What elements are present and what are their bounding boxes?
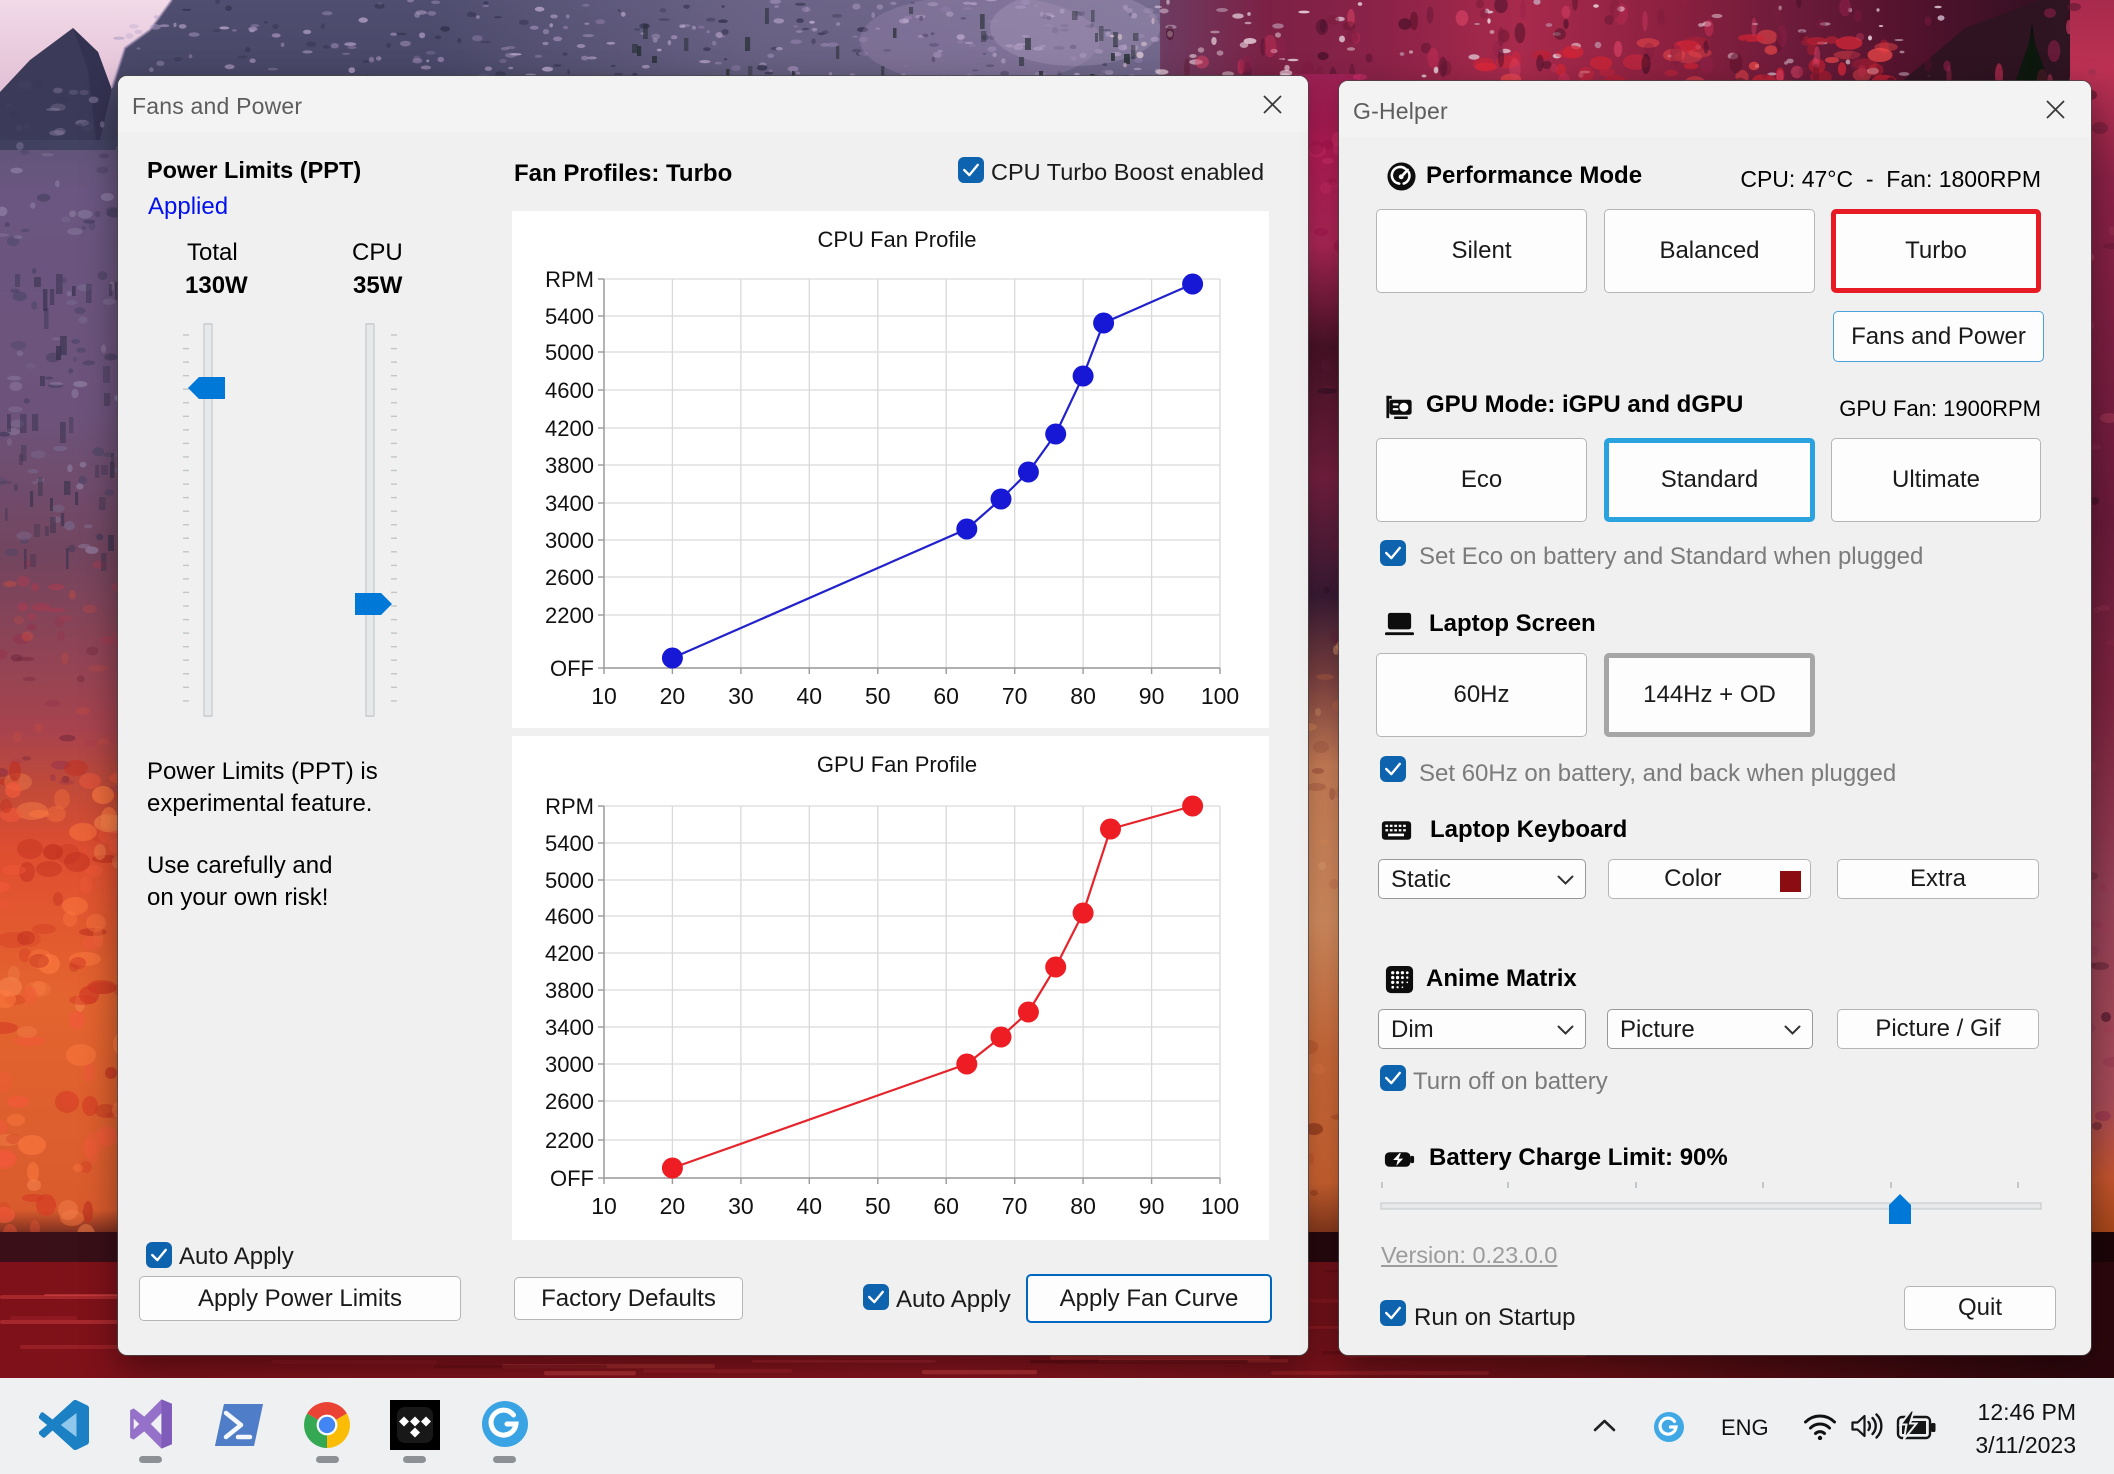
svg-text:3000: 3000 — [545, 1052, 594, 1077]
svg-text:40: 40 — [797, 1193, 823, 1219]
svg-text:3400: 3400 — [545, 491, 594, 516]
svg-text:3800: 3800 — [545, 978, 594, 1003]
svg-text:RPM: RPM — [545, 267, 594, 292]
svg-text:2600: 2600 — [545, 565, 594, 590]
svg-text:90: 90 — [1139, 1193, 1165, 1219]
svg-text:100: 100 — [1201, 683, 1239, 709]
svg-text:GPU Fan Profile: GPU Fan Profile — [817, 752, 977, 777]
svg-text:20: 20 — [660, 1193, 686, 1219]
svg-text:40: 40 — [797, 683, 823, 709]
svg-text:20: 20 — [660, 683, 686, 709]
svg-text:70: 70 — [1002, 683, 1028, 709]
svg-text:50: 50 — [865, 683, 891, 709]
svg-text:70: 70 — [1002, 1193, 1028, 1219]
svg-text:3000: 3000 — [545, 528, 594, 553]
svg-text:30: 30 — [728, 1193, 754, 1219]
svg-text:OFF: OFF — [550, 1166, 594, 1191]
svg-text:50: 50 — [865, 1193, 891, 1219]
svg-text:5000: 5000 — [545, 868, 594, 893]
svg-text:80: 80 — [1070, 683, 1096, 709]
svg-text:RPM: RPM — [545, 794, 594, 819]
svg-text:10: 10 — [591, 683, 617, 709]
svg-text:80: 80 — [1070, 1193, 1096, 1219]
svg-text:4600: 4600 — [545, 904, 594, 929]
svg-text:CPU Fan Profile: CPU Fan Profile — [818, 227, 977, 252]
svg-text:5000: 5000 — [545, 340, 594, 365]
svg-text:5400: 5400 — [545, 831, 594, 856]
svg-text:4200: 4200 — [545, 941, 594, 966]
svg-text:100: 100 — [1201, 1193, 1239, 1219]
svg-text:2600: 2600 — [545, 1089, 594, 1114]
svg-text:30: 30 — [728, 683, 754, 709]
svg-text:4600: 4600 — [545, 378, 594, 403]
svg-text:10: 10 — [591, 1193, 617, 1219]
svg-text:3400: 3400 — [545, 1015, 594, 1040]
svg-text:3800: 3800 — [545, 453, 594, 478]
svg-text:5400: 5400 — [545, 304, 594, 329]
svg-text:OFF: OFF — [550, 656, 594, 681]
svg-text:2200: 2200 — [545, 603, 594, 628]
svg-text:2200: 2200 — [545, 1128, 594, 1153]
svg-text:90: 90 — [1139, 683, 1165, 709]
svg-text:60: 60 — [933, 683, 959, 709]
svg-text:4200: 4200 — [545, 416, 594, 441]
svg-text:60: 60 — [933, 1193, 959, 1219]
